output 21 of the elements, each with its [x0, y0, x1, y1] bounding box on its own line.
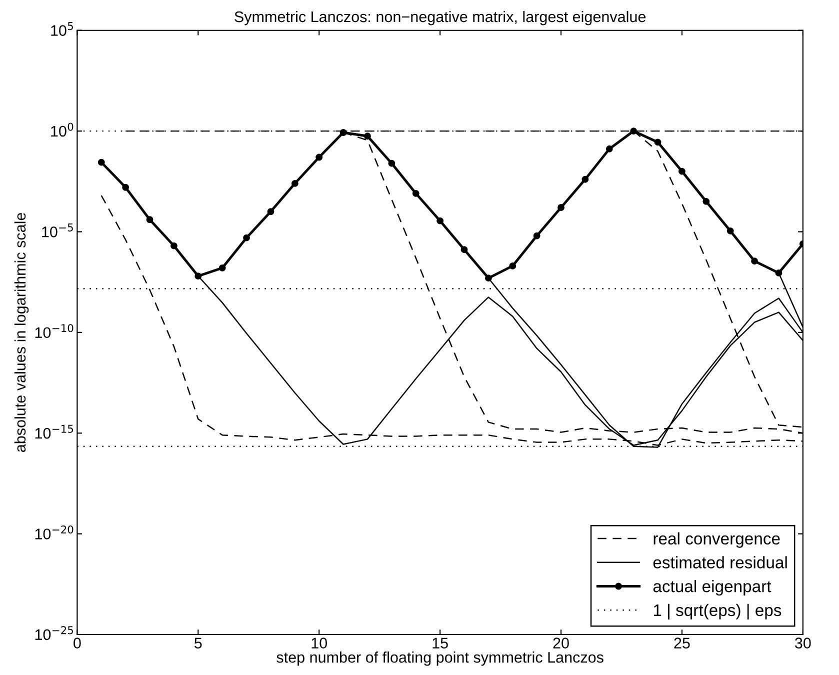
y-tick-label: 10$^{−5}$ [42, 224, 73, 238]
x-tick-label: 25 [674, 638, 690, 648]
y-tick-label: 10$^{−15}$ [35, 424, 74, 439]
x-tick-label: 10 [312, 638, 327, 648]
x-tick-label: 20 [553, 638, 569, 648]
x-tick-label: 30 [795, 638, 811, 648]
legend-label: 1 | sqrt(eps) | eps [654, 604, 782, 620]
legend-label: real convergence [654, 532, 780, 548]
chart-title: Symmetric Lanczos: non−negative matrix, largest eigenvalue [234, 10, 646, 26]
legend-label: actual eigenpart [653, 580, 772, 596]
y-tick-label: 10$^{−20}$ [35, 525, 74, 540]
y-axis-title: absolute values in logarithmic scale [14, 212, 29, 452]
y-tick-label: 10$^{0}$ [51, 122, 74, 137]
x-tick-label: 0 [74, 638, 81, 648]
y-tick-label: 10$^{−25}$ [35, 626, 74, 640]
legend-label: estimated residual [653, 556, 787, 568]
x-axis-title: step number of floating point symmetric Lanczos [276, 652, 604, 666]
y-tick-label: 10$^{−10}$ [35, 324, 74, 338]
x-tick-label: 15 [432, 638, 448, 648]
x-tick-label: 5 [194, 638, 202, 648]
y-tick-label: 10$^{5}$ [51, 22, 73, 36]
